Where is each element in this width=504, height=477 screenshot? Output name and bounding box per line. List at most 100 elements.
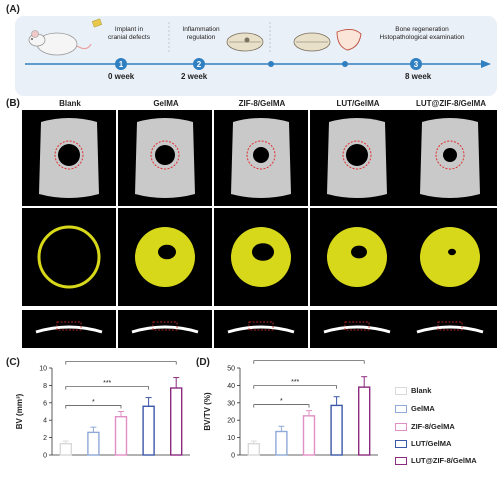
- ct-panel: [310, 310, 404, 348]
- panel-label-c: (C): [6, 357, 20, 368]
- bar: [275, 430, 288, 456]
- defect-circle: [342, 140, 372, 170]
- bar: [142, 405, 155, 456]
- panel-label-d: (D): [196, 357, 210, 368]
- significance-bracket: [253, 385, 337, 389]
- y-tick-label: 2: [43, 435, 47, 442]
- legend-swatch: [395, 387, 407, 395]
- defect-circle: [435, 140, 465, 170]
- step-1-week: 0 week: [108, 72, 135, 81]
- defect-box: [248, 321, 274, 331]
- residual-defect: [351, 245, 367, 259]
- mouse-illustration: [28, 18, 103, 56]
- significance-label: ***: [103, 380, 111, 387]
- y-tick-label: 4: [43, 418, 47, 425]
- significance-bracket: [65, 386, 149, 390]
- significance-label: *: [92, 399, 95, 406]
- significance-bracket: [253, 404, 310, 408]
- ct-panel: [214, 310, 308, 348]
- defect-box: [56, 321, 82, 331]
- significance-bracket: [65, 361, 177, 365]
- bone-cross-section: [227, 325, 295, 334]
- ct-column-label: LUT@ZIF-8/GelMA: [415, 99, 487, 108]
- legend-swatch: [395, 457, 407, 465]
- panel-label-b: (B): [6, 98, 20, 109]
- y-axis-label: BV/TV (%): [203, 392, 212, 431]
- ct-panel: [118, 310, 212, 348]
- y-tick-label: 30: [227, 400, 235, 407]
- y-tick-label: 40: [227, 383, 235, 390]
- timeline-step-number: 1: [119, 60, 124, 69]
- ct-panel: [403, 310, 497, 348]
- skull-illustration-1: [226, 32, 264, 52]
- y-tick-label: 20: [227, 418, 235, 425]
- timeline-step-number: 2: [197, 60, 202, 69]
- panel-label-a: (A): [6, 4, 20, 15]
- residual-defect: [252, 243, 274, 261]
- timeline-step-number: 3: [414, 60, 419, 69]
- step-1-desc: Implant in cranial defects: [108, 26, 150, 41]
- timeline-dot: [268, 61, 274, 67]
- bar: [330, 404, 343, 456]
- ct-column-label: GelMA: [153, 99, 179, 108]
- defect-hole: [346, 144, 368, 166]
- defect-circle: [246, 140, 276, 170]
- residual-defect: [448, 248, 456, 256]
- bone-cross-section: [35, 325, 103, 334]
- step-3-desc: Bone regeneration Hstopathological examin…: [379, 26, 465, 41]
- ct-panel: [22, 208, 116, 306]
- legend-item: LUT@ZIF-8/GelMA: [411, 456, 477, 465]
- bone-cross-section: [416, 325, 484, 334]
- significance-bracket: [253, 360, 365, 364]
- bone-cross-section: [323, 325, 391, 334]
- bar: [357, 386, 371, 456]
- defect-circle: [54, 140, 84, 170]
- defect-box: [437, 321, 463, 331]
- y-tick-label: 0: [231, 453, 235, 460]
- bar: [114, 416, 128, 456]
- defect-hole: [155, 145, 175, 165]
- y-axis-label: BV (mm³): [15, 393, 24, 429]
- bar: [59, 442, 72, 456]
- skull-illustration-2: [293, 32, 331, 52]
- defect-box: [344, 321, 370, 331]
- defect-hole: [58, 144, 80, 166]
- bar: [302, 415, 316, 456]
- y-tick-label: 0: [43, 453, 47, 460]
- y-tick-label: 50: [227, 366, 235, 373]
- new-bone-region: [37, 225, 101, 289]
- ct-column-label: ZIF-8/GelMA: [238, 99, 286, 108]
- defect-circle: [150, 140, 180, 170]
- ct-column-label: LUT/GelMA: [336, 99, 380, 108]
- step-2-week: 2 week: [181, 72, 208, 81]
- timeline-step-marker: [193, 58, 205, 70]
- legend-item: Blank: [411, 386, 432, 395]
- timeline-dot: [342, 61, 348, 67]
- y-tick-label: 10: [39, 366, 47, 373]
- bar: [169, 387, 183, 456]
- timeline-panel: 1 2 3 Implant in cranial defects Inflammati…: [15, 16, 497, 96]
- y-tick-label: 6: [43, 400, 47, 407]
- legend-item: GelMA: [411, 404, 435, 413]
- legend-swatch: [395, 405, 407, 413]
- significance-label: *: [280, 398, 283, 405]
- defect-hole: [443, 148, 457, 162]
- liver-illustration: [336, 29, 362, 51]
- legend-item: ZIF-8/GelMA: [411, 422, 455, 431]
- significance-bracket: [65, 405, 122, 409]
- significance-label: **: [306, 360, 312, 361]
- bone-cross-section: [131, 325, 199, 334]
- legend-swatch: [395, 423, 407, 431]
- legend-swatch: [395, 440, 407, 448]
- y-tick-label: 10: [227, 435, 235, 442]
- timeline-graphics: 1 2 3: [25, 18, 491, 70]
- defect-box: [152, 321, 178, 331]
- ct-panel: [22, 310, 116, 348]
- defect-hole: [253, 147, 269, 163]
- y-tick-label: 8: [43, 383, 47, 390]
- timeline-arrow-icon: [481, 60, 491, 68]
- micro-ct-grid: [22, 110, 497, 348]
- ct-column-label: Blank: [59, 99, 81, 108]
